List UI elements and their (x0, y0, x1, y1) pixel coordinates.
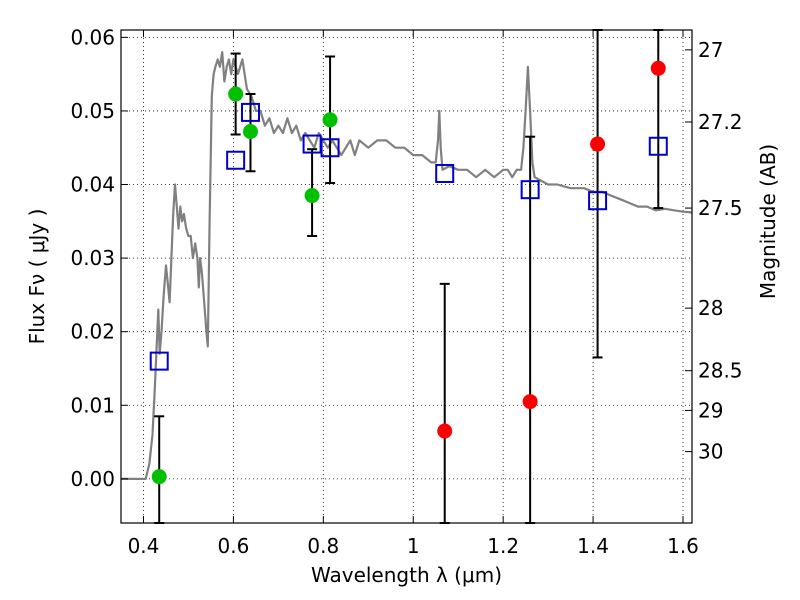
data-point (151, 469, 167, 485)
data-point (304, 188, 320, 204)
model-photometry-point (226, 150, 246, 170)
x-tick-label: 0.4 (128, 534, 160, 558)
model-photometry-point (648, 136, 668, 156)
model-spectrum (121, 51, 693, 480)
ticks: 0.4 0.6 0.8 1 1.2 1.4 1.6 0.00 0.01 0.02 0.03 0.04 0… (70, 25, 742, 558)
mag-tick-label: 28 (698, 296, 723, 320)
data-point (322, 112, 338, 128)
grid (121, 30, 692, 523)
x-axis-label: Wavelength λ (μm) (311, 563, 502, 587)
y-tick-label: 0.04 (70, 173, 115, 197)
model-photometry-point (149, 351, 169, 371)
data-point (590, 136, 606, 152)
data-point (437, 423, 453, 439)
mag-tick-label: 30 (698, 440, 723, 464)
mag-tick-label: 27 (698, 38, 723, 62)
x-tick-label: 0.6 (217, 534, 249, 558)
x-tick-label: 1.4 (577, 534, 609, 558)
data-point (242, 124, 258, 140)
model-photometry-point (320, 138, 340, 158)
mag-tick-label: 27.5 (698, 196, 743, 220)
mag-tick-label: 27.2 (698, 110, 743, 134)
y-tick-label: 0.00 (70, 467, 115, 491)
model-photometry-point (520, 180, 540, 200)
x-tick-label: 0.8 (307, 534, 339, 558)
y-tick-label: 0.06 (70, 25, 115, 49)
model-photometry-point (435, 163, 455, 183)
data-point (522, 394, 538, 410)
error-bars (154, 29, 664, 524)
data-point (650, 60, 666, 76)
model-photometry-point (240, 102, 260, 122)
y2-axis-label: Magnitude (AB) (756, 144, 780, 299)
data-points (149, 60, 668, 485)
mag-tick-label: 29 (698, 398, 723, 422)
model-photometry-point (588, 191, 608, 211)
plot-frame (120, 29, 693, 524)
y-tick-label: 0.02 (70, 320, 115, 344)
x-tick-label: 1.2 (487, 534, 519, 558)
y-tick-label: 0.01 (70, 393, 115, 417)
mag-tick-label: 28.5 (698, 359, 743, 383)
data-point (228, 86, 244, 102)
x-tick-label: 1.6 (667, 534, 699, 558)
y-tick-label: 0.05 (70, 99, 115, 123)
y-axis-label: Flux Fν ( μJy ) (25, 209, 49, 345)
y-tick-label: 0.03 (70, 246, 115, 270)
x-tick-label: 1 (407, 534, 420, 558)
model-spectrum-line (121, 51, 693, 480)
